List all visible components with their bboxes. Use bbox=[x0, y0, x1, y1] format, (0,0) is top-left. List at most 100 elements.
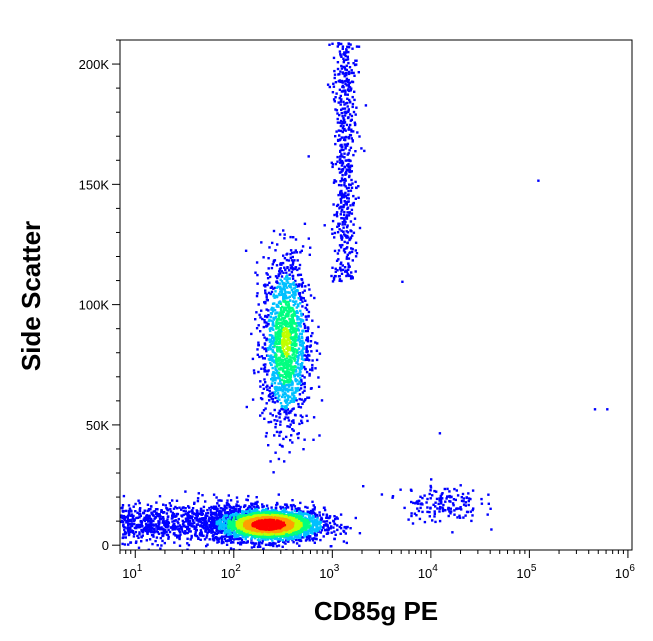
event-dot bbox=[273, 419, 276, 422]
event-dot bbox=[217, 531, 220, 534]
event-dot bbox=[318, 434, 321, 437]
event-dot bbox=[344, 270, 347, 273]
event-dot bbox=[343, 80, 346, 83]
event-dot bbox=[433, 512, 436, 515]
event-dot bbox=[271, 310, 275, 313]
event-dot bbox=[291, 372, 295, 375]
event-dot bbox=[349, 146, 353, 149]
event-dot bbox=[268, 246, 271, 249]
event-dot bbox=[279, 290, 282, 293]
event-dot bbox=[246, 507, 250, 510]
event-dot bbox=[195, 525, 198, 528]
event-dot bbox=[275, 356, 278, 360]
event-dot bbox=[317, 385, 321, 388]
event-dot bbox=[292, 309, 295, 313]
event-dot bbox=[344, 82, 347, 85]
event-dot bbox=[147, 520, 150, 523]
event-dot bbox=[282, 254, 285, 257]
event-dot bbox=[295, 344, 298, 347]
event-dot bbox=[336, 203, 340, 207]
event-dot bbox=[291, 389, 294, 392]
event-dot bbox=[337, 193, 340, 197]
event-dot bbox=[287, 360, 291, 364]
event-dot bbox=[298, 263, 302, 267]
event-dot bbox=[289, 523, 293, 526]
event-dot bbox=[278, 314, 281, 318]
event-dot bbox=[296, 318, 299, 321]
event-dot bbox=[290, 330, 293, 334]
event-dot bbox=[146, 531, 149, 534]
event-dot bbox=[277, 359, 280, 363]
event-dot bbox=[274, 332, 278, 335]
event-dot bbox=[206, 514, 209, 518]
event-dot bbox=[279, 278, 282, 281]
event-dot bbox=[173, 512, 176, 516]
event-dot bbox=[340, 269, 343, 272]
event-dot bbox=[162, 520, 166, 523]
event-dot bbox=[284, 359, 288, 363]
event-dot bbox=[302, 400, 306, 403]
event-dot bbox=[331, 232, 334, 235]
event-dot bbox=[273, 512, 276, 515]
event-dot bbox=[312, 511, 316, 514]
event-dot bbox=[300, 517, 303, 521]
event-dot bbox=[124, 531, 128, 535]
event-dot bbox=[305, 538, 309, 541]
event-dot bbox=[271, 357, 274, 361]
event-dot bbox=[293, 359, 296, 362]
event-dot bbox=[205, 534, 209, 537]
event-dot bbox=[296, 273, 300, 277]
event-dot bbox=[332, 278, 336, 281]
event-dot bbox=[283, 410, 286, 414]
event-dot bbox=[229, 538, 232, 542]
event-dot bbox=[306, 396, 309, 399]
event-dot bbox=[213, 520, 217, 523]
event-dot bbox=[280, 270, 283, 273]
event-dot bbox=[288, 532, 291, 536]
event-dot bbox=[271, 349, 274, 352]
event-dot bbox=[285, 504, 289, 507]
event-dot bbox=[277, 382, 280, 385]
event-dot bbox=[299, 302, 302, 305]
event-dot bbox=[300, 383, 303, 387]
event-dot bbox=[285, 383, 289, 387]
event-dot bbox=[283, 460, 286, 463]
event-dot bbox=[283, 536, 286, 539]
event-dot bbox=[293, 287, 297, 290]
event-dot bbox=[189, 522, 193, 525]
event-dot bbox=[162, 511, 166, 514]
event-dot bbox=[235, 505, 238, 508]
event-dot bbox=[148, 530, 151, 533]
event-dot bbox=[416, 502, 420, 505]
event-dot bbox=[126, 518, 130, 521]
event-dot bbox=[199, 524, 202, 527]
event-dot bbox=[331, 219, 335, 223]
event-dot bbox=[253, 371, 256, 375]
event-dot bbox=[331, 91, 335, 94]
event-dot bbox=[347, 108, 350, 111]
event-dot bbox=[341, 243, 344, 247]
event-dot bbox=[255, 505, 258, 509]
event-dot bbox=[339, 532, 342, 535]
event-dot bbox=[282, 387, 286, 390]
event-dot bbox=[212, 526, 215, 530]
event-dot bbox=[349, 164, 352, 167]
event-dot bbox=[212, 522, 215, 525]
event-dot bbox=[340, 148, 343, 151]
event-dot bbox=[343, 107, 347, 110]
event-dot bbox=[271, 334, 274, 338]
event-dot bbox=[203, 518, 207, 521]
event-dot bbox=[130, 514, 133, 517]
event-dot bbox=[264, 291, 267, 295]
event-dot bbox=[121, 506, 124, 509]
event-dot bbox=[208, 528, 211, 531]
event-dot bbox=[286, 538, 289, 541]
event-dot bbox=[138, 523, 141, 527]
event-dot bbox=[272, 316, 275, 320]
event-dot bbox=[279, 382, 283, 385]
event-dot bbox=[326, 531, 330, 534]
event-dot bbox=[194, 533, 197, 536]
event-dot bbox=[300, 349, 303, 353]
event-dot bbox=[283, 277, 286, 280]
event-dot bbox=[354, 516, 357, 520]
